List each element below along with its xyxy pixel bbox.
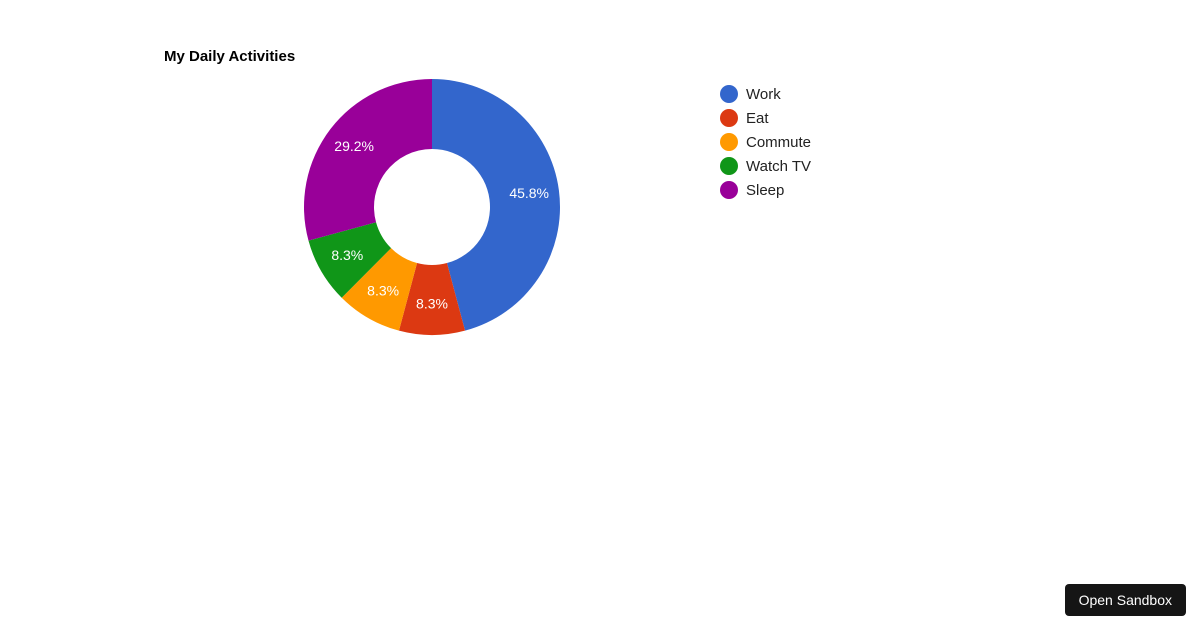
slice-label-eat: 8.3% <box>416 296 448 312</box>
legend-item-commute[interactable]: Commute <box>720 130 811 154</box>
legend-dot-icon <box>720 85 738 103</box>
slice-label-watch-tv: 8.3% <box>331 247 363 263</box>
legend-label: Watch TV <box>746 158 811 175</box>
slice-label-commute: 8.3% <box>367 283 399 299</box>
legend-dot-icon <box>720 133 738 151</box>
legend-label: Work <box>746 86 781 103</box>
legend-item-work[interactable]: Work <box>720 82 811 106</box>
donut-slice-sleep[interactable] <box>304 79 432 241</box>
legend-item-eat[interactable]: Eat <box>720 106 811 130</box>
legend-label: Commute <box>746 134 811 151</box>
slice-label-work: 45.8% <box>509 185 549 201</box>
slice-label-sleep: 29.2% <box>334 138 374 154</box>
legend-item-watch-tv[interactable]: Watch TV <box>720 154 811 178</box>
legend-dot-icon <box>720 109 738 127</box>
legend-dot-icon <box>720 157 738 175</box>
open-sandbox-button[interactable]: Open Sandbox <box>1065 584 1186 616</box>
donut-chart: 45.8% 8.3% 8.3% 8.3% 29.2% <box>0 0 600 380</box>
donut-svg: 45.8% 8.3% 8.3% 8.3% 29.2% <box>0 0 600 375</box>
legend-label: Sleep <box>746 182 784 199</box>
legend-item-sleep[interactable]: Sleep <box>720 178 811 202</box>
chart-legend: Work Eat Commute Watch TV Sleep <box>720 82 811 202</box>
legend-dot-icon <box>720 181 738 199</box>
legend-label: Eat <box>746 110 769 127</box>
